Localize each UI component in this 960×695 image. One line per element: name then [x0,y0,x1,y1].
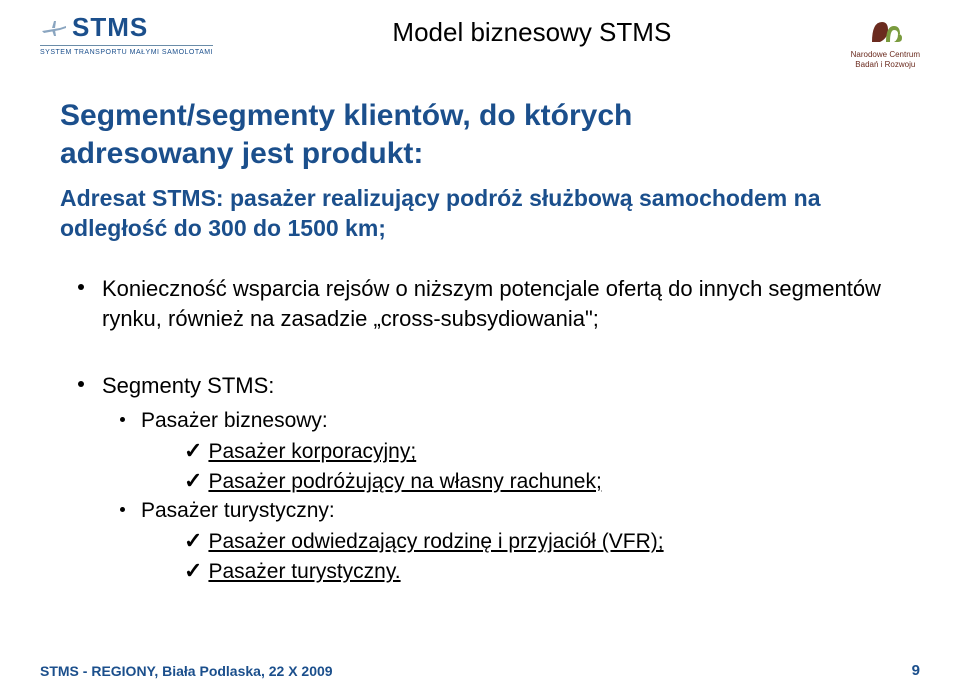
stms-logo-subtitle: SYSTEM TRANSPORTU MAŁYMI SAMOLOTAMI [40,45,213,56]
slide-header: STMS SYSTEM TRANSPORTU MAŁYMI SAMOLOTAMI… [0,0,960,69]
check-item: ✓ Pasażer korporacyjny; [184,438,900,465]
stms-logo: STMS [40,12,148,43]
check-icon: ✓ [184,528,202,554]
sub-item: Pasażer biznesowy: [120,407,900,434]
check-item: ✓ Pasażer turystyczny. [184,558,900,585]
stms-logo-block: STMS SYSTEM TRANSPORTU MAŁYMI SAMOLOTAMI [40,12,213,56]
check-item: ✓ Pasażer odwiedzający rodzinę i przyjac… [184,528,900,555]
page-number: 9 [912,662,920,679]
subheading: Adresat STMS: pasażer realizujący podróż… [60,184,900,244]
ncbr-logo-block: Narodowe Centrum Badań i Rozwoju [851,12,920,69]
check-item: ✓ Pasażer podróżujący na własny rachunek… [184,468,900,495]
sub-item-text: Pasażer turystyczny: [141,497,335,524]
check-text: Pasażer odwiedzający rodzinę i przyjació… [208,528,663,555]
footer-text: STMS - REGIONY, Biała Podlaska, 22 X 200… [40,663,333,679]
check-text: Pasażer podróżujący na własny rachunek; [208,468,601,495]
slide-content: Segment/segmenty klientów, do których ad… [0,69,960,585]
ncbr-line1: Narodowe Centrum [851,50,920,59]
bullet-item: Konieczność wsparcia rejsów o niższym po… [78,274,900,333]
stms-logo-text: STMS [72,12,148,43]
heading: Segment/segmenty klientów, do których ad… [60,97,900,172]
plane-icon [40,19,68,37]
slide-title: Model biznesowy STMS [213,12,851,48]
check-icon: ✓ [184,558,202,584]
check-text: Pasażer korporacyjny; [208,438,416,465]
bullet-dot-icon [120,417,125,422]
bullet-dot-icon [78,284,84,290]
bullet-item: Segmenty STMS: [78,371,900,401]
check-icon: ✓ [184,438,202,464]
bullet-text: Konieczność wsparcia rejsów o niższym po… [102,274,900,333]
check-list: ✓ Pasażer odwiedzający rodzinę i przyjac… [120,528,900,585]
check-list: ✓ Pasażer korporacyjny; ✓ Pasażer podróż… [120,438,900,495]
check-text: Pasażer turystyczny. [208,558,400,585]
sub-item-text: Pasażer biznesowy: [141,407,328,434]
bullet-list: Segmenty STMS: Pasażer biznesowy: ✓ Pasa… [60,371,900,584]
heading-line1: Segment/segmenty klientów, do których [60,99,632,132]
bullet-text: Segmenty STMS: [102,371,274,401]
ncbr-line2: Badań i Rozwoju [855,60,915,69]
heading-line2: adresowany jest produkt: [60,137,423,170]
ncbr-text: Narodowe Centrum Badań i Rozwoju [851,50,920,69]
bullet-list: Konieczność wsparcia rejsów o niższym po… [60,274,900,333]
ncbr-icon [864,12,906,48]
bullet-dot-icon [120,507,125,512]
slide-footer: STMS - REGIONY, Biała Podlaska, 22 X 200… [40,662,920,679]
check-icon: ✓ [184,468,202,494]
sub-item: Pasażer turystyczny: [120,497,900,524]
bullet-dot-icon [78,381,84,387]
sub-list: Pasażer biznesowy: ✓ Pasażer korporacyjn… [78,407,900,585]
